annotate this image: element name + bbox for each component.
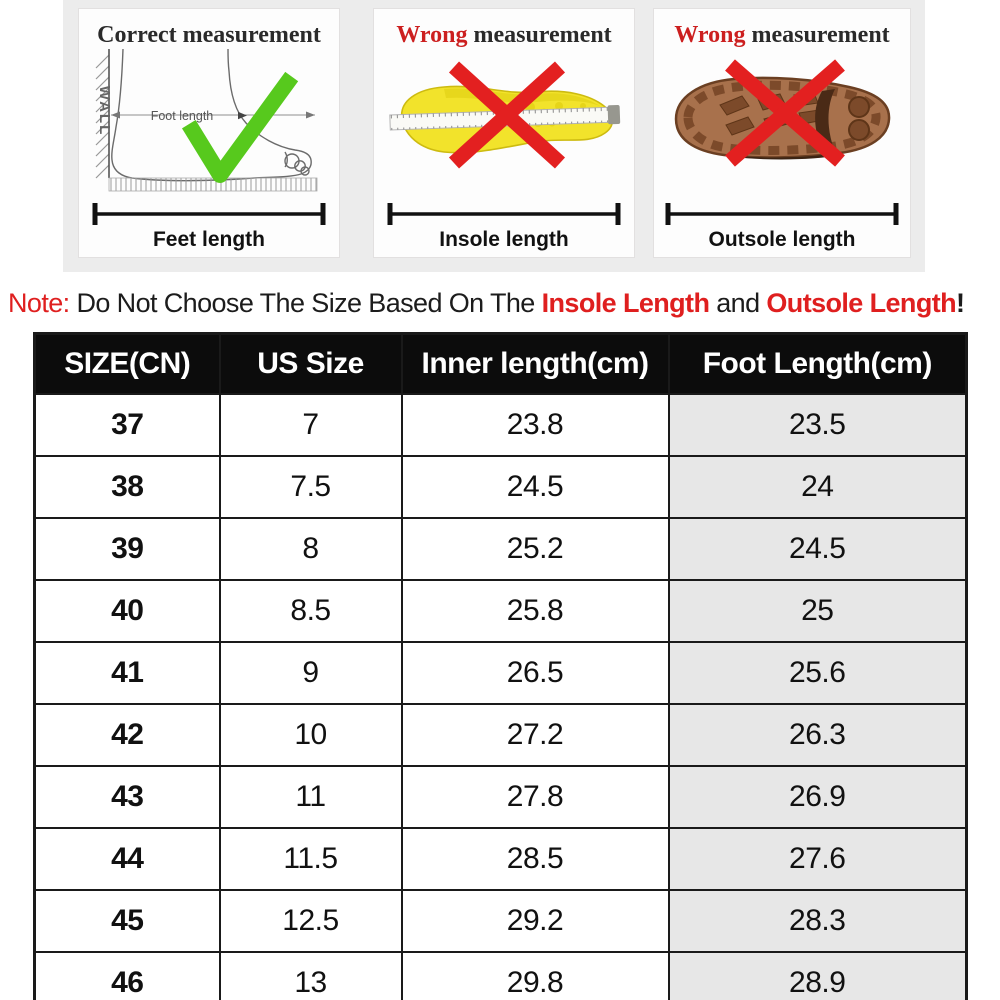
table-cell: 29.8 [400,951,670,1000]
cross-icon [725,59,845,167]
table-cell: 9 [218,641,403,705]
outsole-diagram [674,59,891,167]
table-cell: 11.5 [218,827,403,891]
table-row: 37 7 23.8 23.5 [33,393,968,457]
table-cell: 11 [218,765,403,829]
measure-bracket [387,203,621,225]
wrong-measurement-insole-card: Wrong measurement [373,8,635,258]
insole-diagram [389,61,621,169]
table-row: 38 7.5 24.5 24 [33,455,968,519]
table-cell: 39 [33,517,221,581]
table-cell: 23.8 [400,393,670,457]
table-cell: 38 [33,455,221,519]
table-row: 42 10 27.2 26.3 [33,703,968,767]
feet-length-label: Feet length [152,228,265,251]
table-cell: 25.6 [667,641,968,705]
table-row: 46 13 29.8 28.9 [33,951,968,1000]
table-cell: 13 [218,951,403,1000]
table-cell: 26.3 [667,703,968,767]
table-row: 44 11.5 28.5 27.6 [33,827,968,891]
table-cell: 26.9 [667,765,968,829]
foot-length-label: Foot length [151,109,214,123]
table-cell: 42 [33,703,221,767]
note-text: and [709,288,767,318]
table-cell: 26.5 [400,641,670,705]
card-title: Correct measurement [97,22,321,48]
wrong-measurement-outsole-card: Wrong measurement [653,8,911,258]
table-cell: 7 [218,393,403,457]
table-cell: 10 [218,703,403,767]
table-cell: 24 [667,455,968,519]
measure-bracket [665,203,899,225]
table-cell: 28.3 [667,889,968,953]
table-cell: 8 [218,517,403,581]
correct-measurement-card: Correct measurement WALL [78,8,340,258]
table-row: 41 9 26.5 25.6 [33,641,968,705]
table-cell: 46 [33,951,221,1000]
table-cell: 7.5 [218,455,403,519]
table-cell: 44 [33,827,221,891]
table-row: 43 11 27.8 26.9 [33,765,968,829]
table-cell: 27.8 [400,765,670,829]
table-cell: 24.5 [400,455,670,519]
note-exclamation: ! [956,288,965,318]
table-cell: 12.5 [218,889,403,953]
size-note: Note: Do Not Choose The Size Based On Th… [8,288,998,319]
table-row: 45 12.5 29.2 28.3 [33,889,968,953]
measurement-guide-strip: Correct measurement WALL [63,0,925,272]
table-cell: 25 [667,579,968,643]
table-cell: 25.2 [400,517,670,581]
table-cell: 28.9 [667,951,968,1000]
measure-bracket [92,203,326,225]
col-header-us-size: US Size [218,332,403,395]
table-cell: 8.5 [218,579,403,643]
table-cell: 43 [33,765,221,829]
card-title: Wrong measurement [674,22,890,48]
table-header-row: SIZE(CN) US Size Inner length(cm) Foot L… [33,332,968,395]
col-header-foot-length: Foot Length(cm) [667,332,968,395]
table-cell: 29.2 [400,889,670,953]
note-text: Do Not Choose The Size Based On The [69,288,542,318]
col-header-inner-length: Inner length(cm) [400,332,670,395]
col-header-size-cn: SIZE(CN) [33,332,221,395]
card-title: Wrong measurement [396,22,612,48]
foot-measurement-diagram: WALL Foot length [95,49,318,192]
wall-label: WALL [96,86,113,137]
note-highlight-insole: Insole Length [541,288,710,318]
table-cell: 37 [33,393,221,457]
table-cell: 41 [33,641,221,705]
table-cell: 25.8 [400,579,670,643]
size-table: SIZE(CN) US Size Inner length(cm) Foot L… [33,332,968,1000]
check-icon [181,71,299,183]
table-row: 40 8.5 25.8 25 [33,579,968,643]
table-row: 39 8 25.2 24.5 [33,517,968,581]
ruler [109,178,317,191]
outsole-length-label: Outsole length [708,228,856,251]
table-cell: 27.6 [667,827,968,891]
insole-length-label: Insole length [439,228,569,251]
table-cell: 27.2 [400,703,670,767]
table-cell: 45 [33,889,221,953]
table-cell: 23.5 [667,393,968,457]
table-cell: 28.5 [400,827,670,891]
table-cell: 24.5 [667,517,968,581]
note-label: Note: [8,288,70,318]
foot-length-measure: Foot length [111,109,315,123]
table-cell: 40 [33,579,221,643]
cross-icon [448,61,566,169]
note-highlight-outsole: Outsole Length [766,288,956,318]
